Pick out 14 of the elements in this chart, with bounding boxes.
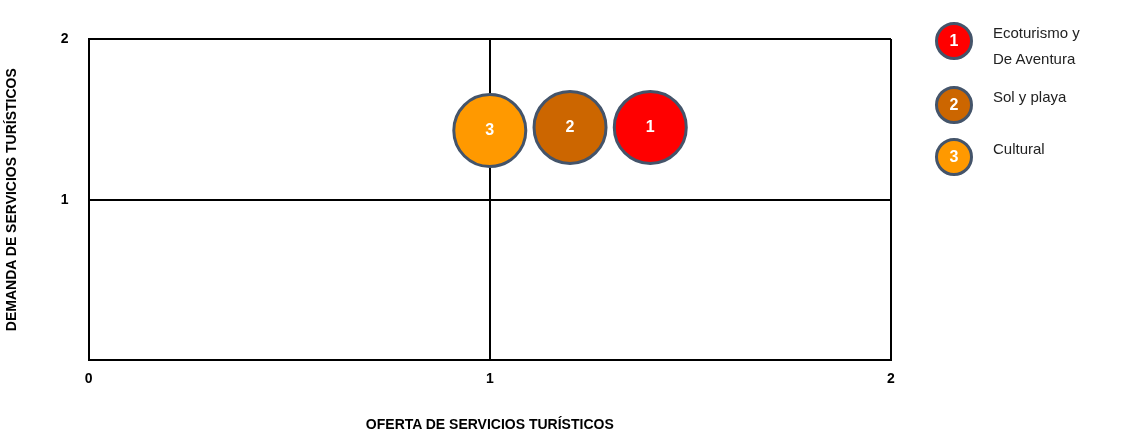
x-axis-title: OFERTA DE SERVICIOS TURÍSTICOS bbox=[365, 416, 614, 433]
annotation: 2 bbox=[565, 117, 575, 135]
text: 2 bbox=[949, 96, 959, 113]
x-tick-label: 1 bbox=[485, 369, 494, 386]
text: Cultural bbox=[993, 139, 1046, 159]
x-tick-label: 0 bbox=[84, 369, 93, 386]
text: Sol y playa bbox=[993, 87, 1068, 107]
text: Ecoturismo y De Aventura bbox=[993, 23, 1081, 69]
y-axis-title: DEMANDA DE SERVICIOS TURÍSTICOS bbox=[3, 68, 20, 332]
x-tick-label: 2 bbox=[887, 369, 896, 386]
text: 3 bbox=[949, 148, 959, 165]
annotation: 3 bbox=[485, 121, 495, 139]
text: 1 bbox=[949, 32, 959, 49]
annotation: 1 bbox=[645, 117, 655, 135]
